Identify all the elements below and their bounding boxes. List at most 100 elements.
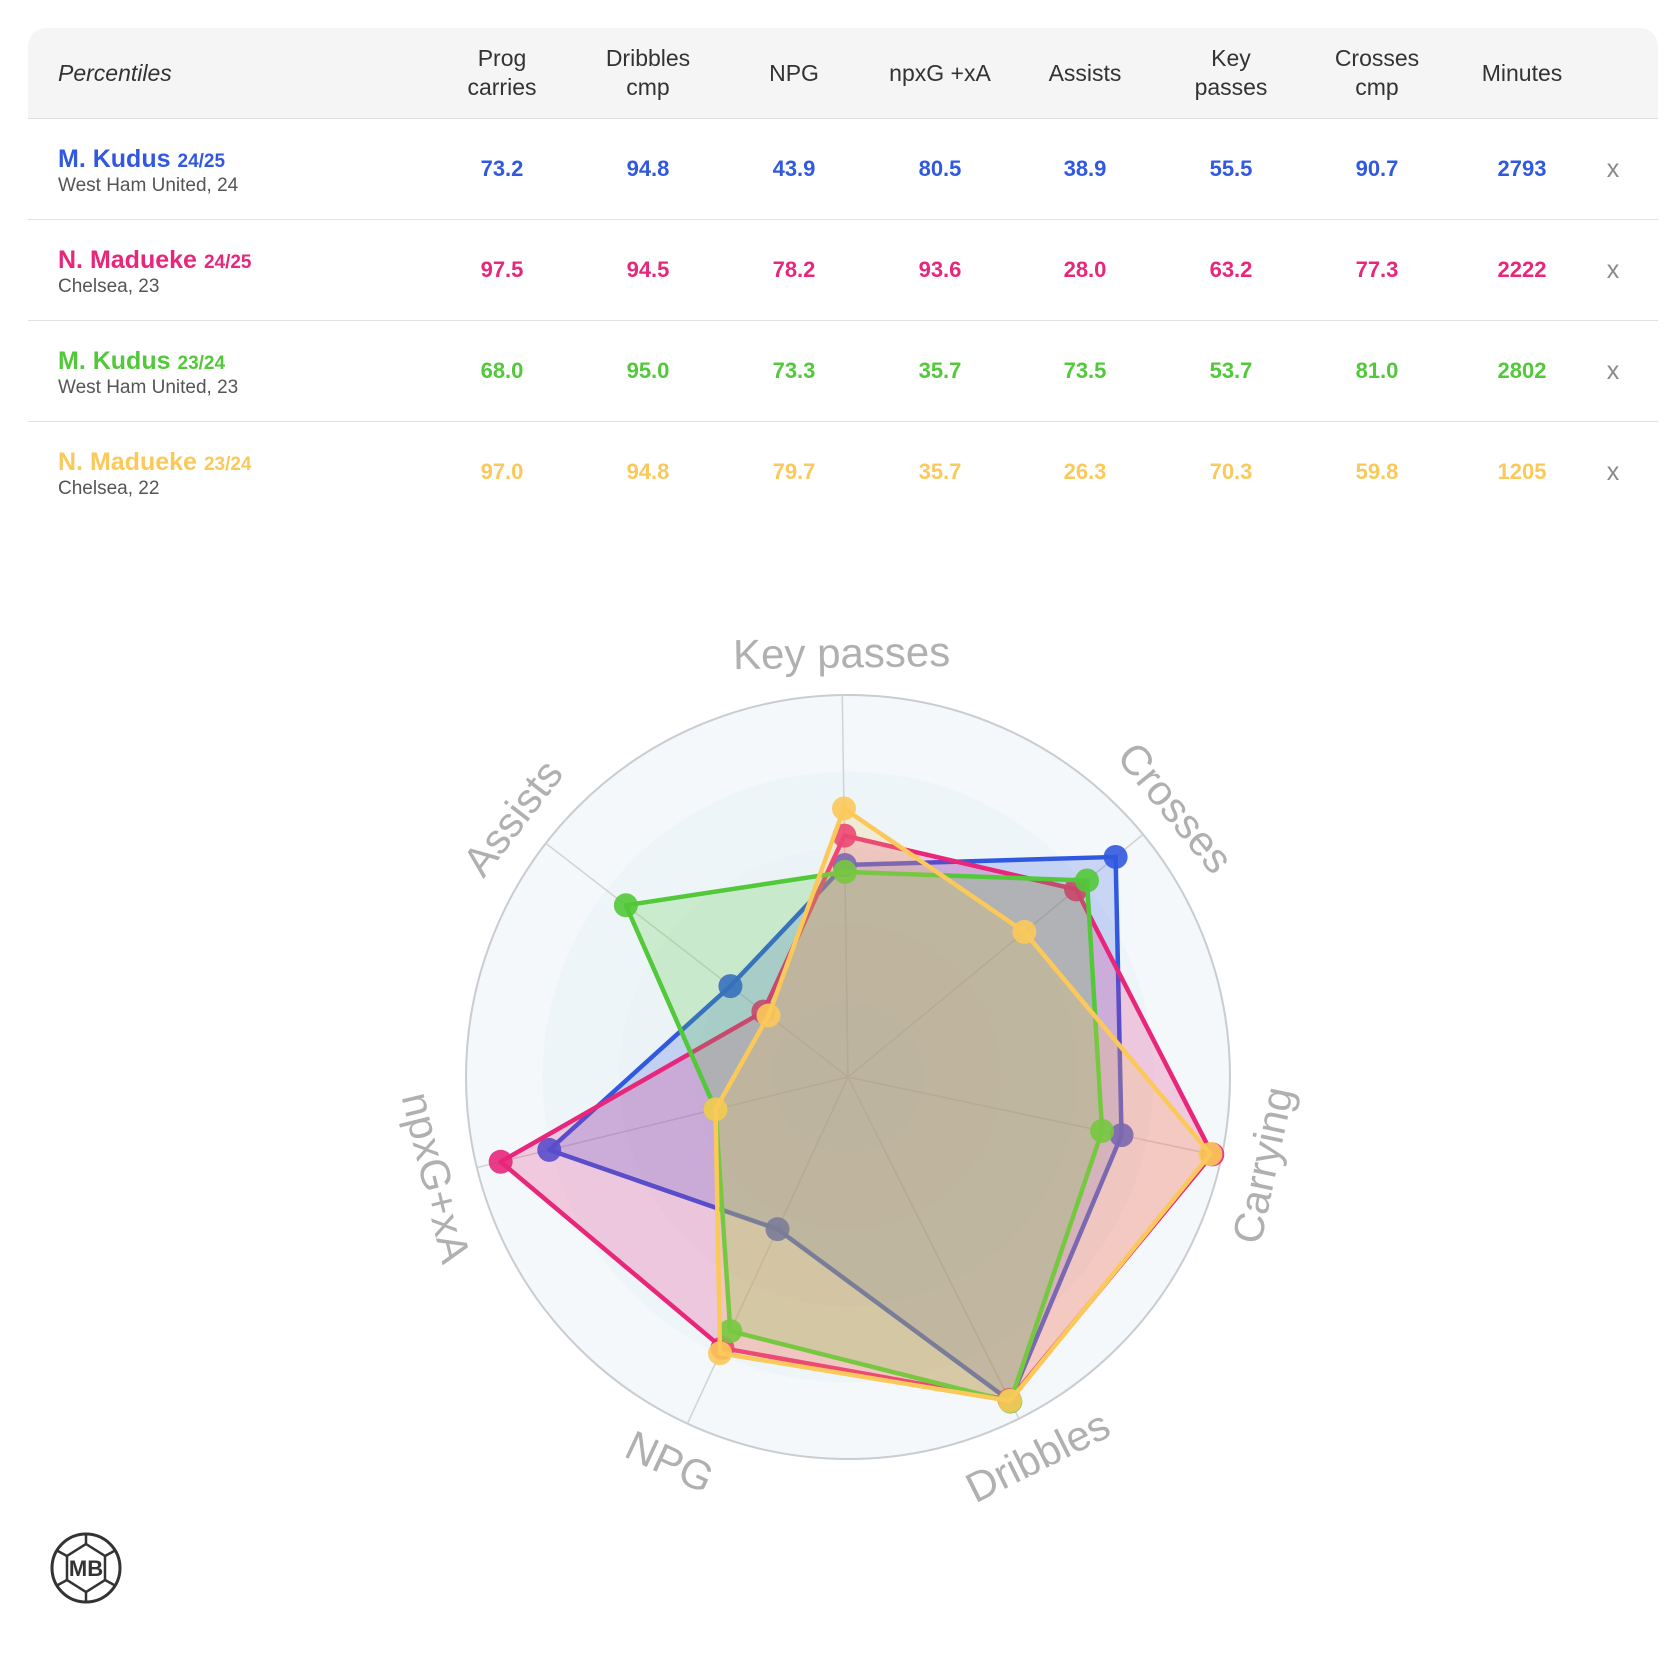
column-header-text: Key bbox=[1211, 45, 1251, 71]
value-minutes: 2802 bbox=[1497, 358, 1547, 383]
player-season: 23/24 bbox=[177, 353, 226, 374]
column-header-text: cmp bbox=[626, 74, 670, 100]
radar-point[interactable] bbox=[708, 1341, 733, 1366]
radar-spoke bbox=[545, 842, 849, 1078]
percentiles-header-label: Percentiles bbox=[58, 59, 172, 86]
column-header-crosses-cmp[interactable]: Crosses cmp bbox=[1307, 28, 1447, 118]
radar-series-area bbox=[623, 869, 1105, 1404]
value-npxg-xa: 93.6 bbox=[918, 257, 962, 282]
value-assists: 38.9 bbox=[1063, 156, 1107, 181]
radar-axis-label: NPG bbox=[619, 1421, 721, 1502]
value-minutes: 2793 bbox=[1497, 156, 1547, 181]
player-name-cell[interactable]: N. Madueke 24/25 bbox=[58, 246, 251, 275]
value-prog-carries: 73.2 bbox=[480, 156, 524, 181]
value-crosses-cmp: 90.7 bbox=[1355, 156, 1399, 181]
remove-player-button[interactable]: x bbox=[1606, 154, 1620, 183]
column-header-npxg-xa[interactable]: npxG +xA bbox=[870, 28, 1010, 118]
value-dribbles-cmp: 94.8 bbox=[626, 459, 670, 484]
column-header-prog-carries[interactable]: Prog carries bbox=[432, 28, 572, 118]
column-header-assists[interactable]: Assists bbox=[1015, 28, 1155, 118]
value-dribbles-cmp: 95.0 bbox=[626, 358, 670, 383]
player-season: 24/25 bbox=[203, 252, 252, 273]
player-team: Chelsea, 23 bbox=[58, 276, 160, 297]
column-header-key-passes[interactable]: Key passes bbox=[1161, 28, 1301, 118]
column-header-text: Assists bbox=[1048, 59, 1122, 86]
radar-series-area bbox=[713, 806, 1213, 1404]
radar-spoke bbox=[841, 695, 849, 1078]
column-header-text: cmp bbox=[1355, 74, 1399, 100]
column-header-dribbles-cmp[interactable]: Dribbles cmp bbox=[578, 28, 718, 118]
value-npg: 43.9 bbox=[772, 156, 816, 181]
value-key-passes: 63.2 bbox=[1209, 257, 1253, 282]
value-minutes: 1205 bbox=[1497, 459, 1547, 484]
value-prog-carries: 68.0 bbox=[480, 358, 524, 383]
player-row: N. Madueke 24/25 Chelsea, 23 97.5 94.5 78.2 93… bbox=[28, 220, 1658, 321]
column-header-text: carries bbox=[467, 74, 537, 100]
radar-axis-label: npxG+xA bbox=[393, 1087, 480, 1267]
value-prog-carries: 97.0 bbox=[480, 459, 524, 484]
radar-point[interactable] bbox=[1103, 844, 1128, 869]
value-dribbles-cmp: 94.8 bbox=[626, 156, 670, 181]
value-npg: 79.7 bbox=[772, 459, 816, 484]
column-header-minutes[interactable]: Minutes bbox=[1452, 28, 1592, 118]
column-header-text: Minutes bbox=[1481, 59, 1563, 86]
radar-spoke bbox=[847, 1076, 1222, 1158]
value-crosses-cmp: 77.3 bbox=[1355, 257, 1399, 282]
column-header-text: npxG +xA bbox=[889, 59, 991, 86]
radar-point[interactable] bbox=[718, 1319, 743, 1344]
player-row: N. Madueke 23/24 Chelsea, 22 97.0 94.8 79.7 35… bbox=[28, 422, 1658, 522]
radar-spoke bbox=[686, 1076, 849, 1424]
radar-spoke bbox=[847, 1076, 1020, 1419]
radar-axis-label: Carrying bbox=[1223, 1083, 1302, 1248]
radar-point[interactable] bbox=[488, 1149, 513, 1174]
table-header: Percentiles Prog carries Dribbles cmp NPG npx… bbox=[28, 28, 1658, 119]
radar-axis-label: Key passes bbox=[733, 628, 951, 678]
column-header-text: Prog bbox=[477, 45, 527, 71]
value-key-passes: 70.3 bbox=[1209, 459, 1253, 484]
radar-point[interactable] bbox=[718, 974, 743, 999]
mb-logo: MB bbox=[50, 1532, 122, 1604]
player-name-cell[interactable]: M. Kudus 24/25 bbox=[58, 145, 225, 174]
radar-point[interactable] bbox=[756, 1003, 781, 1028]
radar-point[interactable] bbox=[765, 1217, 790, 1242]
player-team: West Ham United, 23 bbox=[58, 377, 239, 398]
column-header-text: Crosses bbox=[1334, 45, 1420, 71]
value-npxg-xa: 35.7 bbox=[918, 358, 962, 383]
player-season: 23/24 bbox=[203, 454, 252, 475]
value-key-passes: 53.7 bbox=[1209, 358, 1253, 383]
value-crosses-cmp: 81.0 bbox=[1355, 358, 1399, 383]
radar-point[interactable] bbox=[613, 893, 638, 918]
value-minutes: 2222 bbox=[1497, 257, 1547, 282]
value-npg: 78.2 bbox=[772, 257, 816, 282]
radar-point[interactable] bbox=[831, 796, 856, 821]
radar-series bbox=[613, 859, 1115, 1414]
radar-point[interactable] bbox=[1198, 1142, 1223, 1167]
radar-point[interactable] bbox=[703, 1097, 728, 1122]
player-row: M. Kudus 24/25 West Ham United, 24 73.2 94.8… bbox=[28, 119, 1658, 220]
remove-player-button[interactable]: x bbox=[1606, 255, 1620, 284]
radar-point[interactable] bbox=[832, 859, 857, 884]
remove-player-button[interactable]: x bbox=[1606, 457, 1620, 486]
column-header-text: NPG bbox=[769, 59, 819, 86]
player-team: West Ham United, 24 bbox=[58, 175, 239, 196]
value-assists: 73.5 bbox=[1063, 358, 1107, 383]
radar-point[interactable] bbox=[998, 1388, 1023, 1413]
radar-point[interactable] bbox=[1090, 1118, 1115, 1143]
player-row: M. Kudus 23/24 West Ham United, 23 68.0 95.0… bbox=[28, 321, 1658, 422]
value-dribbles-cmp: 94.5 bbox=[626, 257, 670, 282]
radar-point[interactable] bbox=[1109, 1123, 1134, 1148]
radar-point[interactable] bbox=[1012, 919, 1037, 944]
radar-point[interactable] bbox=[537, 1137, 562, 1162]
value-assists: 28.0 bbox=[1063, 257, 1107, 282]
player-name-cell[interactable]: M. Kudus 23/24 bbox=[58, 347, 225, 376]
column-header-text: passes bbox=[1194, 74, 1268, 100]
player-team: Chelsea, 22 bbox=[58, 478, 160, 499]
remove-player-button[interactable]: x bbox=[1606, 356, 1620, 385]
radar-point[interactable] bbox=[1074, 868, 1099, 893]
player-name-cell[interactable]: N. Madueke 23/24 bbox=[58, 448, 251, 477]
player-name: N. Madueke bbox=[58, 246, 197, 274]
value-crosses-cmp: 59.8 bbox=[1355, 459, 1399, 484]
value-prog-carries: 97.5 bbox=[480, 257, 524, 282]
value-npg: 73.3 bbox=[772, 358, 816, 383]
column-header-npg[interactable]: NPG bbox=[724, 28, 864, 118]
